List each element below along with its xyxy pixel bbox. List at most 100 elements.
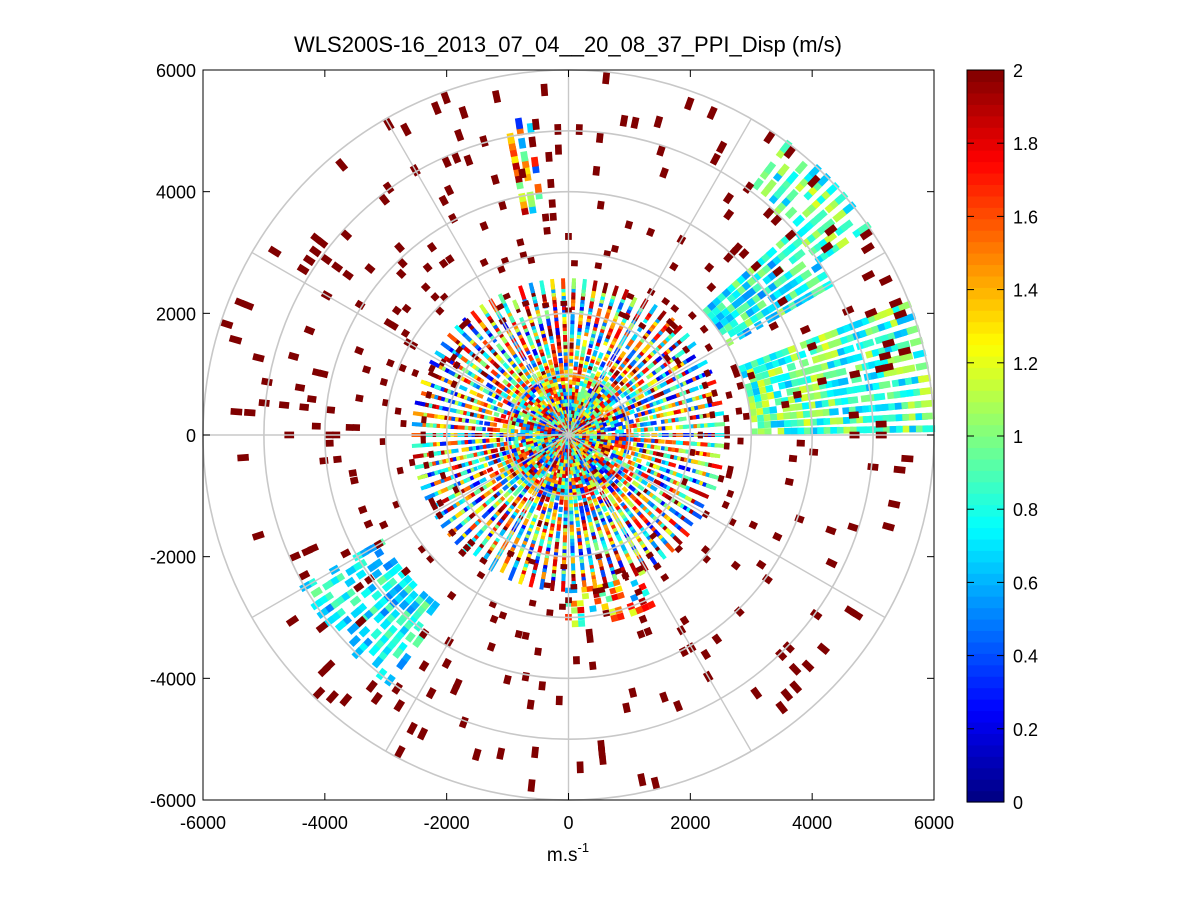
data-cell xyxy=(601,505,608,513)
data-cell xyxy=(530,156,539,167)
colorbar-band xyxy=(967,619,1004,632)
colorbar-band xyxy=(967,561,1004,574)
colorbar-tick-label: 0.2 xyxy=(1013,720,1038,740)
colorbar-band xyxy=(967,127,1004,140)
data-cell xyxy=(311,422,321,430)
data-cell xyxy=(562,535,568,543)
data-cell xyxy=(516,478,524,486)
data-cell xyxy=(561,278,566,289)
x-tick-label: 0 xyxy=(563,813,573,833)
colorbar-band xyxy=(967,721,1004,734)
data-cell xyxy=(597,452,605,459)
data-cell xyxy=(589,605,597,613)
data-cell xyxy=(554,144,562,155)
data-cell xyxy=(306,395,317,403)
data-cell xyxy=(848,411,860,419)
colorbar-band xyxy=(967,504,1004,517)
data-cell xyxy=(709,411,716,419)
data-cell xyxy=(529,409,537,416)
data-cell xyxy=(587,387,593,394)
data-cell xyxy=(578,380,584,387)
colorbar-band xyxy=(967,390,1004,403)
data-cell xyxy=(618,403,625,410)
data-cell xyxy=(499,446,506,452)
data-cell xyxy=(484,421,491,426)
colorbar-tick-label: 2 xyxy=(1013,61,1023,81)
data-cell xyxy=(628,465,635,472)
data-cell xyxy=(560,563,568,570)
colorbar-band xyxy=(967,172,1004,185)
colorbar-band xyxy=(967,630,1004,643)
data-cell xyxy=(773,390,782,399)
data-cell xyxy=(584,355,591,363)
colorbar-band xyxy=(967,104,1004,117)
data-cell xyxy=(570,583,578,590)
colorbar-band xyxy=(967,92,1004,105)
x-axis-label-base: m.s xyxy=(547,845,578,866)
data-cell xyxy=(637,393,645,400)
data-cell xyxy=(724,426,730,433)
chart-title: WLS200S-16_2013_07_04__20_08_37_PPI_Disp… xyxy=(294,32,842,57)
data-cell xyxy=(592,165,601,176)
y-tick-label: 2000 xyxy=(156,304,196,324)
data-cell xyxy=(764,428,772,435)
y-tick-label: -2000 xyxy=(150,548,196,568)
data-cell xyxy=(796,439,805,447)
data-cell xyxy=(777,420,785,428)
data-cell xyxy=(547,178,555,189)
data-cell xyxy=(258,399,270,407)
x-tick-label: -2000 xyxy=(424,813,470,833)
data-cell xyxy=(675,440,684,446)
data-cell xyxy=(598,468,605,475)
data-cell xyxy=(575,124,583,136)
colorbar-band xyxy=(967,161,1004,174)
colorbar-band xyxy=(967,436,1004,449)
data-cell xyxy=(650,420,657,426)
data-cell xyxy=(408,458,416,467)
colorbar-band xyxy=(967,447,1004,460)
data-cell xyxy=(486,397,494,404)
data-cell xyxy=(528,451,535,458)
data-cell xyxy=(604,456,611,463)
data-cell xyxy=(628,409,636,415)
colorbar-band xyxy=(967,321,1004,334)
data-cell xyxy=(502,398,509,405)
data-cell xyxy=(764,421,772,429)
data-cell xyxy=(647,427,654,432)
data-cell xyxy=(355,394,364,403)
data-cell xyxy=(502,423,508,429)
data-cell xyxy=(497,462,504,469)
x-axis-label-superscript: -1 xyxy=(578,840,590,855)
data-cell xyxy=(345,423,354,431)
data-cell xyxy=(586,635,594,644)
colorbar-band xyxy=(967,81,1004,94)
x-tick-label: -6000 xyxy=(180,813,226,833)
data-cell xyxy=(538,681,546,691)
colorbar-band xyxy=(967,241,1004,254)
data-cell xyxy=(539,513,545,521)
data-cell xyxy=(621,486,629,493)
data-cell xyxy=(575,520,581,528)
data-cell xyxy=(487,427,493,432)
colorbar-band xyxy=(967,378,1004,391)
data-cell xyxy=(559,499,564,505)
data-cell xyxy=(569,327,575,335)
data-cell xyxy=(571,386,576,393)
data-cell xyxy=(394,407,402,415)
data-cell xyxy=(755,401,763,409)
data-cell xyxy=(625,475,633,483)
data-cell xyxy=(545,151,553,162)
colorbar-band xyxy=(967,138,1004,151)
data-cell xyxy=(723,414,730,423)
colorbar-band xyxy=(967,298,1004,311)
colorbar-band xyxy=(967,424,1004,437)
data-cell xyxy=(243,408,256,417)
data-cell xyxy=(527,487,534,495)
data-cell xyxy=(534,647,542,656)
data-cell xyxy=(527,400,534,407)
data-cell xyxy=(487,460,495,466)
data-cell xyxy=(594,262,603,270)
data-cell xyxy=(847,396,859,405)
data-cell xyxy=(531,348,539,356)
data-cell xyxy=(558,506,563,513)
